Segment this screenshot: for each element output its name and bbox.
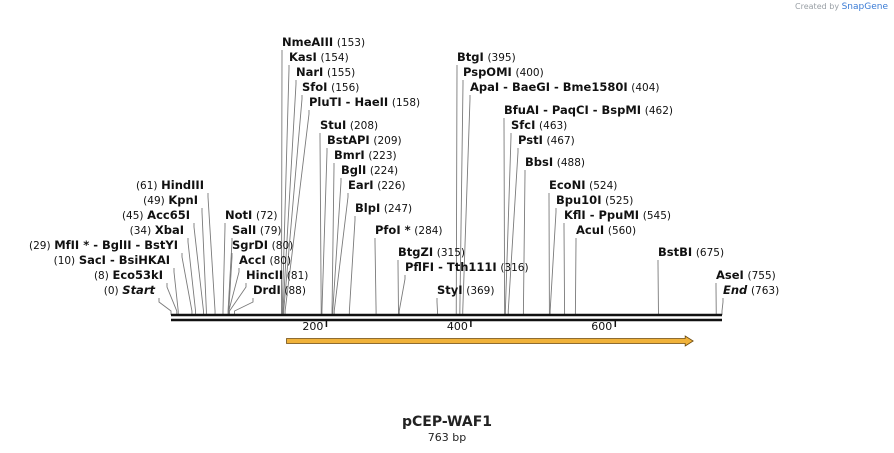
site-label[interactable]: BmrI (223) — [334, 148, 397, 162]
backbone — [171, 313, 722, 322]
axis-tick-label: 200 — [302, 320, 323, 333]
site-label[interactable]: EcoNI (524) — [549, 178, 617, 192]
plasmid-name: pCEP-WAF1 — [401, 414, 492, 430]
site-leader-line — [284, 110, 310, 315]
site-label[interactable]: BfuAI - PaqCI - BspMI (462) — [504, 103, 673, 117]
site-leader-line — [332, 178, 342, 315]
site-label[interactable]: PspOMI (400) — [463, 65, 544, 79]
site-label[interactable]: BtgI (395) — [457, 50, 516, 64]
site-leader-line — [462, 95, 471, 315]
site-label[interactable]: BlpI (247) — [355, 201, 412, 215]
site-leader-line — [201, 208, 207, 315]
site-leader-line — [234, 298, 254, 315]
site-label[interactable]: BstBI (675) — [658, 245, 724, 259]
site-leader-line — [574, 238, 577, 315]
site-leader-line — [459, 80, 464, 315]
site-leader-line — [229, 283, 247, 315]
site-label[interactable]: BstAPI (209) — [327, 133, 402, 147]
site-label[interactable]: NmeAIII (153) — [282, 35, 365, 49]
site-leader-line — [507, 148, 519, 315]
site-label[interactable]: SfcI (463) — [511, 118, 567, 132]
site-leader-line — [207, 193, 216, 315]
site-label[interactable]: EarI (226) — [348, 178, 405, 192]
site-label[interactable]: BtgZI (315) — [398, 245, 465, 259]
site-label[interactable]: SgrDI (80) — [232, 238, 293, 252]
leader-lines — [158, 50, 724, 315]
site-leader-line — [283, 95, 303, 315]
site-leader-line — [721, 298, 724, 315]
site-label[interactable]: NarI (155) — [296, 65, 355, 79]
site-label[interactable]: DrdI (88) — [253, 283, 306, 297]
site-labels: NmeAIII (153)KasI (154)NarI (155)SfoI (1… — [29, 35, 779, 297]
site-leader-line — [281, 65, 290, 315]
site-leader-line — [181, 253, 193, 315]
site-leader-line — [222, 223, 226, 315]
site-label[interactable]: (0) Start — [104, 283, 156, 297]
site-label[interactable]: (61) HindIII — [136, 178, 204, 192]
site-leader-line — [166, 283, 178, 315]
site-leader-line — [187, 238, 197, 315]
snapgene-credit: Created by SnapGene — [795, 2, 888, 12]
site-leader-line — [504, 133, 512, 315]
site-label[interactable]: PfoI * (284) — [375, 223, 443, 237]
site-label[interactable]: SfoI (156) — [302, 80, 359, 94]
site-label[interactable]: (8) Eco53kI — [94, 268, 163, 282]
site-leader-line — [173, 268, 179, 315]
site-leader-line — [193, 223, 204, 315]
site-leader-line — [455, 65, 458, 315]
site-label[interactable]: AseI (755) — [716, 268, 776, 282]
axis-ticks: 200 400 600 — [302, 320, 617, 333]
site-label[interactable]: AcuI (560) — [576, 223, 636, 237]
feature-arrow — [286, 335, 694, 347]
site-label[interactable]: (29) MfII * - BglII - BstYI — [29, 238, 178, 252]
site-label[interactable]: HincII (81) — [246, 268, 308, 282]
site-leader-line — [522, 170, 526, 315]
site-leader-line — [282, 80, 297, 315]
site-leader-line — [503, 118, 506, 315]
site-label[interactable]: SalI (79) — [232, 223, 281, 237]
site-label[interactable]: End (763) — [723, 283, 779, 297]
site-label[interactable]: KasI (154) — [289, 50, 349, 64]
plasmid-length: 763 bp — [427, 431, 467, 444]
site-label[interactable]: (49) KpnI — [143, 193, 198, 207]
site-label[interactable]: PstI (467) — [518, 133, 575, 147]
site-leader-line — [158, 298, 172, 315]
site-leader-line — [549, 208, 557, 315]
site-leader-line — [398, 275, 406, 315]
site-label[interactable]: (10) SacI - BsiHKAI — [54, 253, 170, 267]
site-label[interactable]: PflFI - Tth111I (316) — [405, 260, 529, 274]
site-leader-line — [281, 50, 283, 315]
credit-brand: SnapGene — [841, 2, 888, 12]
site-label[interactable]: BbsI (488) — [525, 155, 585, 169]
site-leader-line — [321, 148, 328, 315]
site-label[interactable]: PluTI - HaeII (158) — [309, 95, 420, 109]
site-leader-line — [333, 193, 349, 315]
site-label[interactable]: KflI - PpuMI (545) — [564, 208, 671, 222]
site-leader-line — [228, 268, 240, 315]
site-leader-line — [331, 163, 335, 315]
site-label[interactable]: BglI (224) — [341, 163, 398, 177]
site-label[interactable]: ApaI - BaeGI - Bme1580I (404) — [470, 80, 660, 94]
site-leader-line — [374, 238, 377, 315]
site-leader-line — [227, 238, 233, 315]
site-label[interactable]: AccI (80) — [239, 253, 291, 267]
site-label[interactable]: Bpu10I (525) — [556, 193, 633, 207]
site-label[interactable]: StyI (369) — [437, 283, 494, 297]
credit-prefix: Created by — [795, 2, 840, 11]
site-leader-line — [348, 216, 356, 315]
site-leader-line — [563, 223, 566, 315]
site-leader-line — [319, 133, 322, 315]
site-label[interactable]: NotI (72) — [225, 208, 278, 222]
axis-tick-label: 400 — [447, 320, 468, 333]
axis-tick-label: 600 — [591, 320, 612, 333]
site-label[interactable]: (45) Acc65I — [122, 208, 190, 222]
feature-arrow-shape[interactable] — [286, 335, 694, 347]
site-label[interactable]: StuI (208) — [320, 118, 378, 132]
site-label[interactable]: (34) XbaI — [130, 223, 184, 237]
